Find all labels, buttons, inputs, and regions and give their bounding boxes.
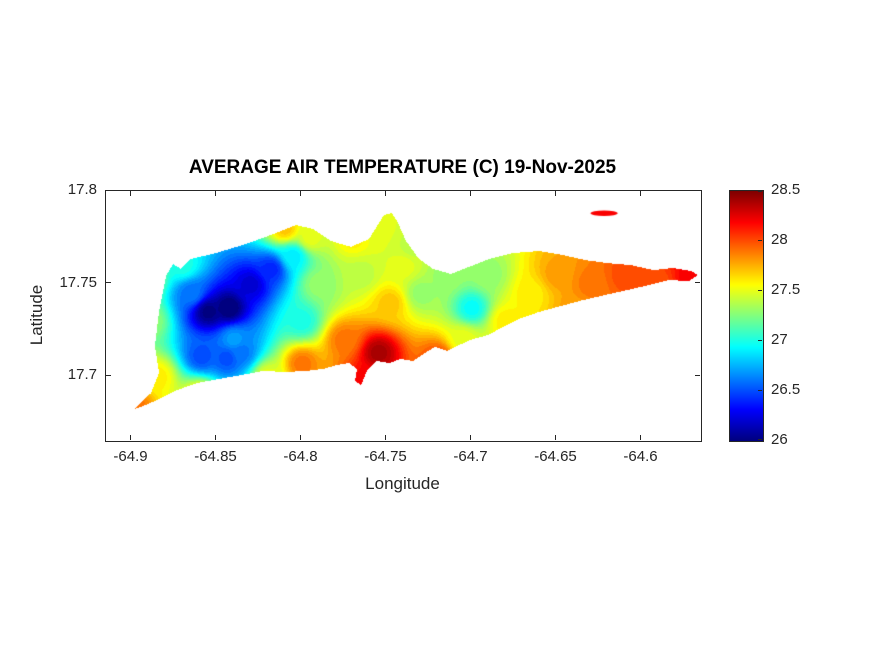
y-tick-mark — [106, 374, 111, 376]
colorbar-tick-mark — [758, 389, 762, 391]
y-tick-label: 17.8 — [67, 181, 97, 198]
y-tick-mark — [106, 189, 111, 191]
colorbar-tick-label: 27 — [771, 331, 788, 348]
x-tick-mark — [130, 435, 131, 440]
x-tick-mark — [470, 435, 471, 440]
y-tick-mark-right — [695, 282, 700, 284]
x-tick-label: -64.65 — [534, 448, 577, 465]
y-tick-mark — [106, 282, 111, 284]
y-tick-mark-right — [695, 374, 700, 376]
x-axis-label: Longitude — [365, 474, 440, 493]
x-tick-label: -64.9 — [113, 448, 148, 465]
colorbar-tick-label: 26 — [771, 431, 788, 448]
x-tick-label: -64.6 — [623, 448, 658, 465]
x-tick-mark — [300, 435, 301, 440]
x-tick-mark-top — [300, 191, 301, 196]
x-tick-mark-top — [385, 191, 386, 196]
x-tick-mark — [555, 435, 556, 440]
plot-area — [105, 190, 702, 442]
colorbar-canvas — [730, 191, 763, 441]
x-tick-label: -64.85 — [194, 448, 237, 465]
colorbar-tick-mark — [758, 438, 762, 440]
colorbar-tick-mark — [758, 339, 762, 341]
map-canvas — [106, 191, 701, 441]
x-tick-label: -64.8 — [283, 448, 318, 465]
y-tick-label: 17.7 — [67, 366, 97, 384]
y-tick-label: 17.75 — [59, 273, 97, 291]
x-tick-mark-top — [640, 191, 641, 196]
colorbar-tick-mark — [758, 289, 762, 291]
chart-title: AVERAGE AIR TEMPERATURE (C) 19-Nov-2025 — [188, 157, 617, 178]
colorbar-tick-mark — [758, 239, 762, 241]
colorbar-tick-mark — [758, 190, 762, 192]
x-tick-mark — [640, 435, 641, 440]
x-tick-mark — [215, 435, 216, 440]
y-tick-mark-right — [695, 189, 700, 191]
colorbar-tick-label: 28.5 — [771, 181, 801, 198]
colorbar-tick-label: 27.5 — [771, 281, 801, 298]
colorbar-tick-label: 26.5 — [771, 381, 801, 398]
x-tick-mark-top — [555, 191, 556, 196]
colorbar — [729, 190, 764, 442]
colorbar-tick-label: 28 — [771, 231, 788, 248]
y-axis-label: Latitude — [27, 284, 46, 346]
x-tick-mark-top — [130, 191, 131, 196]
x-tick-mark-top — [470, 191, 471, 196]
x-tick-mark — [385, 435, 386, 440]
x-tick-mark-top — [215, 191, 216, 196]
x-tick-label: -64.7 — [453, 448, 488, 465]
x-tick-label: -64.75 — [364, 448, 407, 465]
